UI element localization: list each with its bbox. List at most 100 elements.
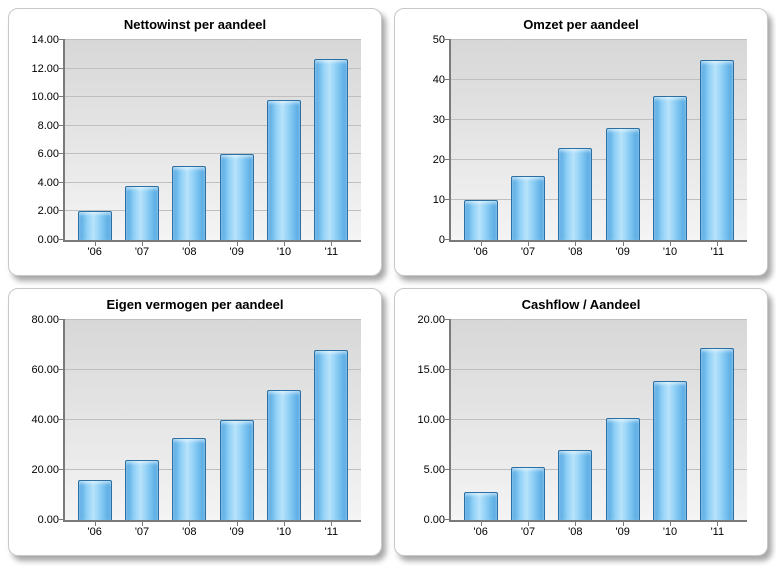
bar — [125, 460, 159, 520]
bars — [65, 40, 361, 240]
y-axis-label: 4.00 — [38, 177, 59, 189]
y-axis-label: 0 — [439, 234, 445, 246]
bar — [172, 438, 206, 521]
y-axis-label: 12.00 — [31, 63, 59, 75]
y-axis-label: 6.00 — [38, 148, 59, 160]
chart-grid: Nettowinst per aandeel0.002.004.006.008.… — [8, 8, 768, 556]
bar-slot — [646, 40, 693, 240]
x-axis-label: '08 — [182, 246, 196, 258]
y-axis-label: 2.00 — [38, 205, 59, 217]
bar-slot — [260, 320, 307, 520]
bar-slot — [552, 40, 599, 240]
x-axis-label: '11 — [711, 246, 725, 258]
bar-slot — [599, 320, 646, 520]
plot-area: 0.005.0010.0015.0020.00'06'07'08'09'10'1… — [449, 320, 747, 522]
bar — [267, 390, 301, 520]
bar-slot — [504, 40, 551, 240]
bar — [653, 381, 687, 520]
chart-panel: Omzet per aandeel 01020304050'06'07'08'09… — [394, 8, 768, 276]
bar-slot — [457, 40, 504, 240]
bars — [451, 320, 747, 520]
bar — [172, 166, 206, 240]
x-axis-label: '09 — [615, 246, 629, 258]
bar — [220, 420, 254, 520]
bar-slot — [213, 320, 260, 520]
bar-slot — [166, 40, 213, 240]
bar-slot — [71, 40, 118, 240]
x-axis-label: '10 — [663, 526, 677, 538]
x-axis-label: '08 — [568, 526, 582, 538]
bar-slot — [166, 320, 213, 520]
bar-slot — [552, 320, 599, 520]
bar — [653, 96, 687, 240]
y-axis-label: 30 — [433, 114, 445, 126]
bar-slot — [694, 40, 741, 240]
x-axis-label: '11 — [325, 526, 339, 538]
bar-slot — [694, 320, 741, 520]
bar — [511, 176, 545, 240]
bar — [700, 348, 734, 520]
bar-slot — [71, 320, 118, 520]
bar — [606, 128, 640, 240]
plot-area: 0.0020.0040.0060.0080.00'06'07'08'09'10'… — [63, 320, 361, 522]
x-axis-label: '06 — [87, 246, 101, 258]
x-axis-label: '09 — [229, 246, 243, 258]
bar — [125, 186, 159, 240]
chart-title: Cashflow / Aandeel — [405, 297, 757, 312]
y-axis-label: 14.00 — [31, 34, 59, 46]
bars — [65, 320, 361, 520]
bar — [220, 154, 254, 240]
bar — [314, 350, 348, 520]
y-axis-label: 10.00 — [417, 414, 445, 426]
bar — [558, 148, 592, 240]
bar-slot — [308, 320, 355, 520]
x-axis-label: '07 — [135, 526, 149, 538]
x-axis-label: '09 — [615, 526, 629, 538]
y-axis-label: 60.00 — [31, 364, 59, 376]
chart-panel: Eigen vermogen per aandeel0.0020.0040.00… — [8, 288, 382, 556]
bar-slot — [504, 320, 551, 520]
plot: 01020304050'06'07'08'09'10'11 — [405, 36, 757, 264]
bar — [558, 450, 592, 520]
plot: 0.0020.0040.0060.0080.00'06'07'08'09'10'… — [19, 316, 371, 544]
bar — [267, 100, 301, 240]
y-axis-label: 15.00 — [417, 364, 445, 376]
x-axis-label: '08 — [568, 246, 582, 258]
x-axis-label: '07 — [521, 526, 535, 538]
y-axis-label: 0.00 — [38, 514, 59, 526]
plot-area: 01020304050'06'07'08'09'10'11 — [449, 40, 747, 242]
y-axis-label: 80.00 — [31, 314, 59, 326]
bar — [464, 492, 498, 520]
y-axis-label: 20 — [433, 154, 445, 166]
y-axis-label: 20.00 — [31, 464, 59, 476]
bar-slot — [260, 40, 307, 240]
bar — [464, 200, 498, 240]
bar-slot — [118, 40, 165, 240]
x-axis-label: '09 — [229, 526, 243, 538]
x-axis-label: '06 — [473, 526, 487, 538]
y-axis-label: 8.00 — [38, 120, 59, 132]
chart-panel: Nettowinst per aandeel 0.002.004.006.008.… — [8, 8, 382, 276]
bar — [700, 60, 734, 240]
plot-area: 0.002.004.006.008.0010.0012.0014.00'06'0… — [63, 40, 361, 242]
x-axis-label: '08 — [182, 526, 196, 538]
bar — [606, 418, 640, 520]
y-axis-label: 5.00 — [424, 464, 445, 476]
x-axis-label: '11 — [325, 246, 339, 258]
y-axis-label: 40 — [433, 74, 445, 86]
y-axis-label: 40.00 — [31, 414, 59, 426]
x-axis-label: '06 — [87, 526, 101, 538]
y-axis-label: 50 — [433, 34, 445, 46]
bar-slot — [457, 320, 504, 520]
y-axis-label: 20.00 — [417, 314, 445, 326]
chart-title: Eigen vermogen per aandeel — [19, 297, 371, 312]
x-axis-label: '10 — [277, 246, 291, 258]
bar-slot — [118, 320, 165, 520]
bar — [78, 211, 112, 240]
chart-title: Nettowinst per aandeel — [19, 17, 371, 32]
bar-slot — [308, 40, 355, 240]
y-axis-label: 10.00 — [31, 91, 59, 103]
bar-slot — [213, 40, 260, 240]
chart-title: Omzet per aandeel — [405, 17, 757, 32]
y-axis-label: 0.00 — [424, 514, 445, 526]
